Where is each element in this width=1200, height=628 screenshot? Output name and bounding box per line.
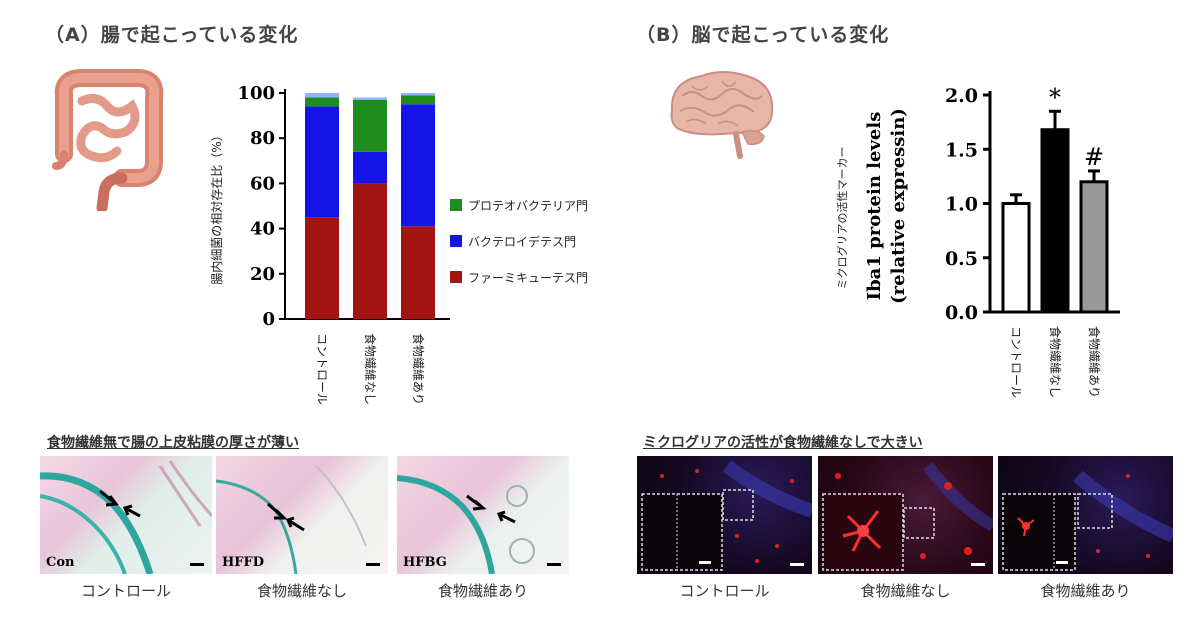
chart-b-ylabel-line2: (relative expressin): [888, 108, 909, 304]
microbiome-stacked-bar-chart: 腸内細菌の相対存在比（%） 0 20 40 60 80 100 コントロール 食物繊維なし 食…: [210, 83, 450, 405]
histology-image-control: Con: [40, 456, 212, 574]
scale-bar: [190, 563, 204, 566]
bar: [1001, 202, 1031, 314]
scale-bar: [971, 563, 985, 566]
panel-a-title: （A）腸で起こっている変化: [45, 24, 299, 46]
stacked-bar-segment: [353, 151, 387, 184]
x-tick-label: コントロール: [315, 333, 329, 405]
scale-bar: [547, 563, 561, 566]
panel-b-title: （B）脳で起こっている変化: [636, 24, 890, 46]
stacked-bar-segment: [401, 226, 435, 319]
stacked-bar-segment: [401, 104, 435, 227]
x-tick-label: 食物繊維なし: [1048, 326, 1063, 398]
y-tick-label: 0.0: [945, 302, 978, 324]
stacked-bar-segment: [353, 183, 387, 319]
legend-item-proteobacteria: プロテオバクテリア門: [450, 193, 588, 217]
histology-label: HFBG: [403, 555, 447, 570]
legend-label: プロテオバクテリア門: [468, 198, 589, 213]
stacked-bar-segment: [401, 95, 435, 105]
x-tick-label: 食物繊維あり: [411, 333, 426, 405]
histology-caption: 食物繊維なし: [256, 582, 347, 600]
significance-marker: *: [1049, 83, 1061, 111]
histology-tissue-graphic: [397, 475, 535, 574]
histology-image-no-fiber: HFFD: [216, 456, 388, 574]
stacked-bar-segment: [305, 217, 339, 319]
legend-label: バクテロイデテス門: [468, 234, 577, 249]
microglia-image-no-fiber: [818, 456, 993, 574]
x-tick-label: 食物繊維あり: [1087, 326, 1102, 398]
histology-caption: 食物繊維あり: [437, 582, 528, 600]
scale-bar: [366, 563, 380, 566]
y-tick-label: 0.5: [945, 248, 978, 270]
chart-a-ylabel: 腸内細菌の相対存在比（%）: [210, 129, 224, 284]
legend-item-bacteroidetes: バクテロイデテス門: [450, 229, 588, 253]
stacked-bar-segment: [353, 99, 387, 152]
brain-icon: [670, 71, 774, 159]
histology-caption: コントロール: [80, 582, 171, 600]
legend-label: ファーミキューテス門: [468, 270, 589, 285]
microglia-image-control: [637, 456, 812, 574]
x-tick-label: コントロール: [1009, 326, 1023, 398]
histology-image-with-fiber: HFBG: [397, 456, 569, 574]
stacked-bar-segment: [305, 93, 339, 98]
legend-item-firmicutes: ファーミキューテス門: [450, 265, 588, 289]
legend-swatch-firmicutes: [450, 271, 462, 283]
microglia-caption: コントロール: [679, 582, 770, 600]
stacked-bar-segment: [401, 93, 435, 96]
y-tick-label: 1.0: [945, 194, 978, 216]
y-tick-label: 80: [250, 128, 275, 149]
y-tick-label: 0: [262, 309, 275, 330]
histology-tissue-graphic: [40, 460, 212, 574]
stacked-bar-segment: [305, 97, 339, 107]
legend-swatch-bacteroidetes: [450, 235, 462, 247]
scale-bar: [1056, 561, 1068, 564]
stacked-bar-segment: [305, 106, 339, 218]
microglia-stain-graphic: [1002, 470, 1173, 571]
microglia-caption: 食物繊維なし: [860, 582, 951, 600]
panel-b-section-title: ミクログリアの活性が食物繊維なしで大きい: [643, 435, 923, 451]
scale-bar: [699, 561, 711, 564]
panel-a-section-title: 食物繊維無で腸の上皮粘膜の厚さが薄い: [47, 435, 299, 451]
y-tick-label: 1.5: [945, 139, 978, 161]
iba1-bar-chart: ミクログリアの活性マーカー Iba1 protein levels (relat…: [835, 83, 1120, 398]
y-tick-label: 100: [237, 83, 275, 104]
x-tick-label: 食物繊維なし: [363, 333, 378, 405]
histology-label: HFFD: [222, 555, 265, 570]
intestine-icon: [52, 69, 164, 211]
microglia-stain-graphic: [822, 462, 993, 571]
histology-tissue-graphic: [216, 465, 367, 574]
chart-b-ylabel-jp: ミクログリアの活性マーカー: [835, 147, 849, 290]
y-tick-label: 2.0: [945, 85, 978, 107]
y-tick-label: 60: [250, 173, 275, 194]
histology-label: Con: [46, 555, 75, 570]
microglia-image-with-fiber: [998, 456, 1173, 574]
legend-swatch-proteobacteria: [450, 199, 462, 211]
chart-a-legend: プロテオバクテリア門 バクテロイデテス門 ファーミキューテス門: [450, 193, 588, 289]
y-tick-label: 40: [250, 219, 275, 240]
microglia-caption: 食物繊維あり: [1040, 582, 1131, 600]
chart-b-ylabel-line1: Iba1 protein levels: [864, 112, 885, 301]
y-tick-label: 20: [250, 264, 275, 285]
stacked-bar-segment: [353, 97, 387, 100]
bar: [1040, 128, 1070, 314]
significance-marker: #: [1084, 143, 1104, 171]
bar: [1079, 180, 1109, 314]
scale-bar: [790, 563, 804, 566]
microglia-stain-graphic: [641, 460, 812, 571]
